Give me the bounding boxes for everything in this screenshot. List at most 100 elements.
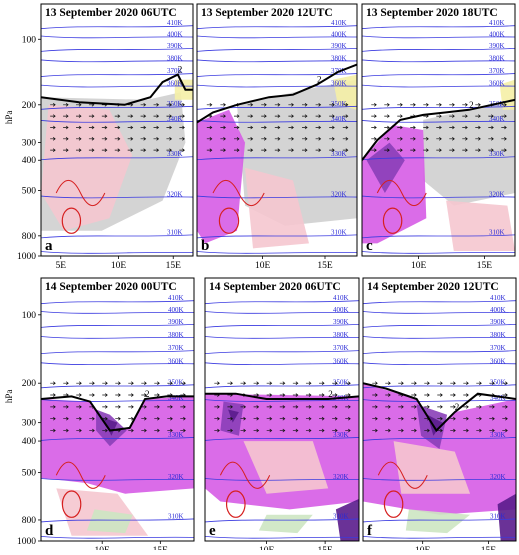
isentrope-line (197, 84, 357, 88)
isentrope-line (41, 120, 193, 123)
tropopause-line (41, 395, 194, 432)
wind-arrow (305, 405, 312, 409)
wind-arrow (247, 137, 254, 141)
wind-arrow (302, 148, 308, 152)
panel-title: 14 September 2020 06UTC (209, 281, 341, 293)
wind-arrow (50, 405, 56, 409)
shaded-region (405, 509, 471, 534)
isentrope-line (363, 323, 516, 328)
wind-arrow (450, 393, 456, 397)
y-axis-label: hPa (4, 111, 14, 125)
wind-arrow (114, 125, 121, 130)
wind-arrow (180, 416, 186, 421)
isentrope-line (363, 518, 516, 523)
isentrope-line (41, 25, 193, 30)
isentrope-label: 380K (490, 331, 506, 339)
wind-arrow (437, 381, 443, 385)
red-contour-loop (61, 490, 82, 518)
wind-arrow (488, 125, 494, 130)
x-tick-label: 10E (259, 546, 275, 550)
y-tick-label: 100 (22, 35, 37, 45)
wind-arrow (345, 381, 351, 385)
wind-arrow (329, 103, 335, 107)
wind-arrow (397, 148, 403, 152)
isentrope-label: 400K (490, 306, 506, 314)
isentrope-line (205, 384, 359, 389)
y-tick-label: 400 (22, 437, 37, 447)
isentrope-line (363, 478, 516, 481)
y-tick-label: 400 (22, 156, 37, 166)
wind-arrow (63, 148, 69, 152)
wind-arrow (115, 405, 121, 409)
isentrope-line (363, 362, 516, 365)
wind-arrow (411, 381, 417, 385)
wind-arrow (253, 381, 260, 385)
wind-arrow (501, 114, 507, 118)
wind-arrow (141, 381, 147, 385)
wind-arrow (206, 125, 213, 130)
x-tick-label: 15E (477, 261, 493, 271)
isentrope-line (41, 350, 194, 355)
panel-title: 14 September 2020 12UTC (367, 281, 499, 293)
wind-arrow (179, 114, 185, 118)
wind-arrow (424, 381, 430, 385)
wind-arrow (261, 148, 267, 152)
wind-arrow (76, 137, 82, 141)
isentrope-label: 410K (333, 294, 349, 302)
isentrope-line (205, 535, 359, 539)
wind-arrow (63, 103, 69, 107)
isentrope-label: 360K (167, 80, 183, 88)
wind-arrow (489, 428, 495, 433)
isentrope-line (362, 25, 515, 30)
wind-arrow (227, 381, 233, 385)
wind-arrow (50, 114, 56, 118)
wind-arrow (315, 148, 322, 152)
isentrope-label: 360K (331, 80, 347, 88)
wind-arrow (342, 125, 349, 130)
wind-arrow (253, 428, 260, 433)
wind-arrow (475, 125, 481, 130)
wind-arrow (128, 381, 134, 385)
title-band (41, 4, 193, 20)
isentrope-label: 390K (168, 318, 184, 326)
panel-letter: d (45, 523, 54, 539)
wind-arrow (128, 393, 134, 397)
wind-arrow (167, 428, 173, 433)
isentrope-line (41, 518, 194, 523)
isentrope-label: 350K (490, 378, 506, 386)
wind-arrow (115, 393, 121, 397)
wind-arrow (449, 114, 455, 118)
wind-arrow (371, 103, 377, 107)
red-contour (212, 179, 265, 207)
x-tick-label: 10E (95, 546, 111, 550)
isentrope-label: 340K (167, 115, 183, 123)
wind-arrow (450, 381, 456, 385)
isentrope-line (41, 251, 193, 254)
contour-label: 2 (469, 100, 474, 110)
wind-arrow (502, 393, 508, 397)
wind-arrow (397, 114, 403, 118)
red-contour-loop (383, 490, 404, 518)
x-tick-label: 10E (411, 261, 427, 271)
y-axis-label: hPa (4, 390, 14, 404)
wind-arrow (114, 137, 121, 141)
x-tick-label: 10E (415, 546, 431, 550)
wind-arrow (179, 103, 185, 107)
wind-arrow (397, 125, 403, 130)
wind-arrow (462, 137, 468, 141)
isentrope-label: 370K (489, 67, 505, 75)
red-contour (55, 179, 106, 207)
wind-arrow (89, 428, 95, 433)
wind-arrow (329, 114, 335, 118)
wind-arrow (502, 428, 508, 433)
wind-arrow (234, 148, 240, 152)
isentrope-label: 370K (167, 67, 183, 75)
wind-arrow (76, 381, 82, 385)
wind-arrow (411, 428, 417, 433)
isentrope-label: 320K (168, 473, 184, 481)
y-tick-label: 300 (22, 139, 37, 149)
wind-arrow (234, 114, 240, 118)
panel-title: 13 September 2020 06UTC (45, 7, 177, 19)
wind-arrow (50, 381, 56, 385)
isentrope-line (362, 59, 515, 63)
